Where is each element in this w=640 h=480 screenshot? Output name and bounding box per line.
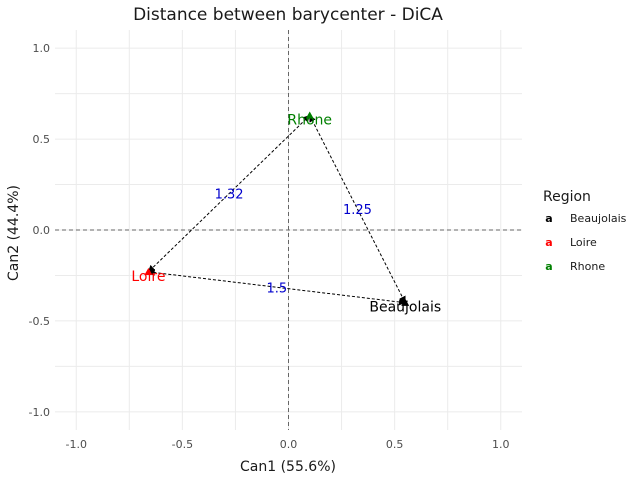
distance-label: 1.32 (215, 188, 244, 203)
y-tick-label: -0.5 (29, 315, 50, 328)
point-label: Rhone (287, 112, 332, 128)
x-tick-label: 1.0 (492, 438, 510, 451)
point-label: Beaujolais (369, 300, 441, 316)
x-tick-label: -1.0 (65, 438, 86, 451)
point-marker (144, 267, 153, 276)
legend-key: a (545, 260, 552, 273)
distance-arrow (147, 114, 311, 273)
legend-label: Beaujolais (570, 212, 627, 225)
legend-label: Rhone (570, 260, 605, 273)
legend-key: a (545, 212, 552, 225)
x-tick-label: 0.0 (280, 438, 298, 451)
y-axis-title: Can2 (44.4%) (6, 185, 22, 281)
legend-label: Loire (570, 236, 597, 249)
chart-title: Distance between barycenter - DiCA (133, 5, 443, 25)
x-axis-title: Can1 (55.6%) (240, 459, 336, 475)
barycenter-points (144, 111, 410, 306)
y-tick-label: -1.0 (29, 406, 50, 419)
point-marker (305, 111, 314, 119)
distance-labels: 1.32 1.25 1.5 (215, 188, 372, 297)
x-tick-label: 0.5 (386, 438, 404, 451)
y-tick-label: 0.0 (33, 224, 51, 237)
legend: Region a Beaujolais a Loire a Rhone (543, 189, 627, 273)
distance-label: 1.5 (266, 281, 287, 296)
distance-label: 1.25 (343, 203, 372, 218)
y-axis-ticks: -1.0 -0.5 0.0 0.5 1.0 (29, 42, 50, 419)
y-tick-label: 0.5 (33, 133, 51, 146)
point-marker (401, 298, 410, 306)
y-tick-label: 1.0 (33, 42, 51, 55)
x-tick-label: -0.5 (172, 438, 193, 451)
distance-arrows (147, 114, 406, 306)
distance-arrow (147, 269, 406, 306)
x-axis-ticks: -1.0 -0.5 0.0 0.5 1.0 (65, 438, 509, 451)
legend-key: a (545, 236, 552, 249)
point-label: Loire (131, 269, 165, 285)
legend-title: Region (543, 189, 591, 205)
barycenter-labels: Beaujolais Loire Rhone (131, 112, 441, 315)
